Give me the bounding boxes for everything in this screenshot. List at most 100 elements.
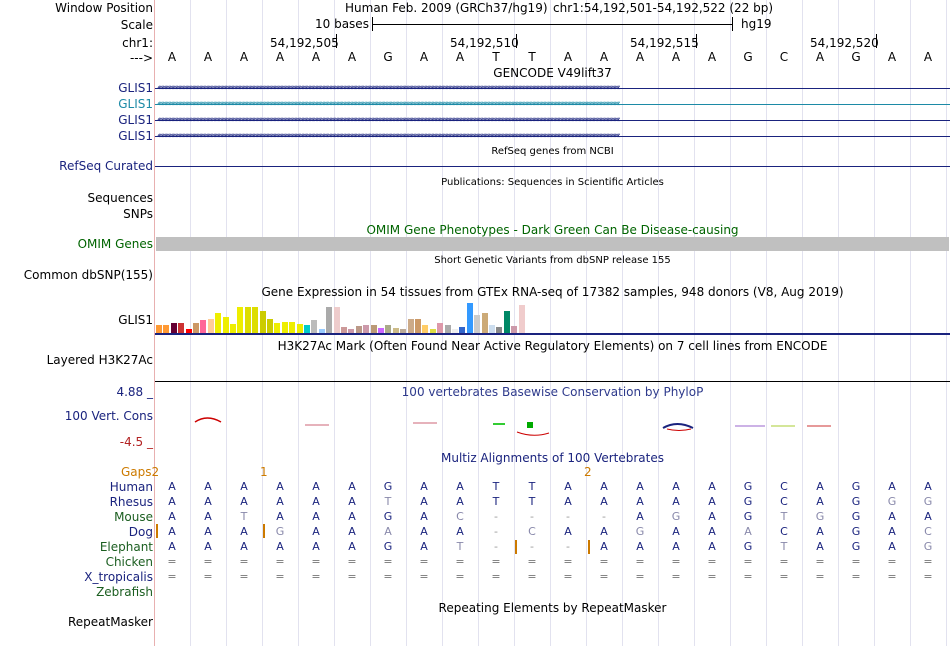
- conservation-plot[interactable]: [155, 400, 950, 440]
- gtex-bar[interactable]: [193, 323, 199, 333]
- gtex-bar[interactable]: [215, 313, 222, 333]
- gencode-gene-line[interactable]: [155, 104, 950, 105]
- gtex-bar[interactable]: [163, 325, 170, 333]
- species-label-human[interactable]: Human: [109, 480, 153, 494]
- gtex-label[interactable]: GLIS1: [118, 313, 153, 327]
- gtex-bar[interactable]: [392, 328, 399, 333]
- gap-count-0: 2: [151, 465, 160, 479]
- h3k27ac-baseline: [155, 381, 950, 382]
- gtex-bar[interactable]: [348, 329, 355, 333]
- gtex-bar[interactable]: [185, 329, 192, 333]
- gtex-bar[interactable]: [207, 319, 214, 333]
- gtex-bar[interactable]: [267, 319, 273, 333]
- gtex-bar[interactable]: [466, 303, 473, 333]
- gtex-bar[interactable]: [281, 322, 288, 333]
- gencode-gene-line[interactable]: [155, 136, 950, 137]
- gtex-bar[interactable]: [237, 307, 244, 333]
- omim-label[interactable]: OMIM Genes: [77, 237, 153, 251]
- gtex-baseline: [155, 333, 950, 335]
- gtex-bar[interactable]: [296, 324, 303, 333]
- gencode-track-title[interactable]: GENCODE V49lift37: [493, 66, 612, 80]
- gtex-bar[interactable]: [289, 322, 296, 333]
- aligned-base: =: [419, 555, 429, 568]
- multiz-track-title: Multiz Alignments of 100 Vertebrates: [440, 451, 665, 465]
- gtex-bar[interactable]: [459, 327, 466, 333]
- grid-line: [298, 0, 299, 646]
- gtex-bar[interactable]: [274, 323, 281, 333]
- species-label-x_tropicalis[interactable]: X_tropicalis: [84, 570, 153, 584]
- gencode-gene-label[interactable]: GLIS1: [118, 113, 153, 127]
- gtex-bar[interactable]: [503, 311, 510, 333]
- aligned-base: A: [888, 510, 896, 523]
- base-letter: A: [707, 50, 717, 64]
- aligned-base: =: [599, 570, 609, 583]
- refseq-label[interactable]: RefSeq Curated: [59, 159, 153, 173]
- species-label-zebrafish[interactable]: Zebrafish: [96, 585, 153, 599]
- aligned-base: =: [779, 570, 789, 583]
- omim-gene-bar[interactable]: [156, 237, 949, 251]
- scale-label: Scale: [120, 18, 153, 32]
- gtex-bar[interactable]: [326, 307, 333, 333]
- gtex-bar[interactable]: [200, 320, 207, 333]
- sequences-label[interactable]: Sequences: [87, 191, 153, 205]
- gtex-bar[interactable]: [415, 319, 421, 333]
- gtex-bar[interactable]: [496, 327, 503, 333]
- aligned-base: T: [492, 480, 500, 493]
- gtex-bar[interactable]: [222, 317, 229, 333]
- base-letter: G: [383, 50, 393, 64]
- gtex-bar[interactable]: [452, 329, 458, 333]
- gtex-bar[interactable]: [259, 311, 266, 333]
- gtex-bar[interactable]: [363, 325, 370, 333]
- species-label-dog[interactable]: Dog: [128, 525, 153, 539]
- aligned-base: =: [167, 570, 177, 583]
- gtex-bar[interactable]: [429, 329, 436, 333]
- gencode-gene-label[interactable]: GLIS1: [118, 81, 153, 95]
- aligned-base: A: [564, 480, 572, 493]
- species-label-rhesus[interactable]: Rhesus: [109, 495, 153, 509]
- gencode-gene-line[interactable]: [155, 88, 950, 89]
- gtex-bar[interactable]: [230, 324, 236, 333]
- gencode-gene-label[interactable]: GLIS1: [118, 129, 153, 143]
- strand-label: --->: [129, 51, 153, 65]
- gtex-bar[interactable]: [341, 327, 347, 333]
- gtex-bar[interactable]: [378, 328, 384, 333]
- gtex-bar[interactable]: [518, 305, 525, 333]
- gencode-gene-line[interactable]: [155, 120, 950, 121]
- gtex-bar[interactable]: [474, 315, 481, 333]
- gtex-bar[interactable]: [156, 325, 162, 333]
- species-label-elephant[interactable]: Elephant: [99, 540, 153, 554]
- gaps-label[interactable]: Gaps2: [121, 465, 159, 479]
- gencode-gene-label[interactable]: GLIS1: [118, 97, 153, 111]
- gtex-bar[interactable]: [178, 323, 185, 333]
- refseq-gene-line[interactable]: [155, 166, 950, 167]
- gtex-bar[interactable]: [252, 307, 259, 333]
- aligned-base: A: [888, 525, 896, 538]
- gtex-bar[interactable]: [333, 307, 340, 333]
- dbsnp-label[interactable]: Common dbSNP(155): [23, 268, 153, 282]
- gtex-bar[interactable]: [407, 319, 414, 333]
- gtex-bar[interactable]: [481, 313, 488, 333]
- species-label-mouse[interactable]: Mouse: [114, 510, 153, 524]
- chrom-label: chr1:: [122, 36, 153, 50]
- conservation-label[interactable]: 100 Vert. Cons: [64, 409, 153, 423]
- gtex-bar[interactable]: [444, 325, 451, 333]
- gtex-bar[interactable]: [355, 326, 362, 333]
- species-label-chicken[interactable]: Chicken: [105, 555, 153, 569]
- snps-label[interactable]: SNPs: [123, 207, 153, 221]
- aligned-base: A: [240, 480, 248, 493]
- gtex-bar[interactable]: [489, 325, 495, 333]
- gtex-bar[interactable]: [437, 323, 444, 333]
- gtex-bar[interactable]: [400, 329, 407, 333]
- gtex-bar[interactable]: [244, 307, 251, 333]
- gtex-bar[interactable]: [370, 325, 377, 333]
- gtex-bar[interactable]: [170, 323, 177, 333]
- gtex-bar[interactable]: [311, 320, 318, 333]
- gtex-bar[interactable]: [422, 325, 429, 333]
- repeatmasker-label[interactable]: RepeatMasker: [67, 615, 153, 629]
- gtex-bar[interactable]: [511, 326, 518, 333]
- h3k27ac-label[interactable]: Layered H3K27Ac: [46, 353, 153, 367]
- gtex-bar[interactable]: [385, 325, 392, 333]
- gtex-bar[interactable]: [304, 325, 310, 333]
- gtex-bar[interactable]: [318, 329, 325, 333]
- aligned-base: -: [530, 540, 534, 553]
